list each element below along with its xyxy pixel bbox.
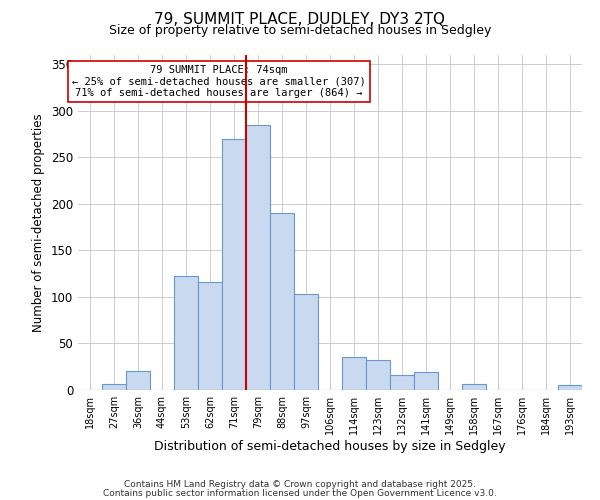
Bar (222, 138, 246, 390)
Text: Size of property relative to semi-detached houses in Sedgley: Size of property relative to semi-detach… (109, 24, 491, 37)
Bar (390, 375, 414, 390)
Bar (342, 356, 366, 390)
Bar (558, 386, 582, 390)
Bar (462, 384, 486, 390)
Text: 79, SUMMIT PLACE, DUDLEY, DY3 2TQ: 79, SUMMIT PLACE, DUDLEY, DY3 2TQ (155, 12, 445, 28)
Bar (198, 282, 222, 390)
Y-axis label: Number of semi-detached properties: Number of semi-detached properties (32, 113, 46, 332)
Bar (174, 276, 198, 390)
X-axis label: Distribution of semi-detached houses by size in Sedgley: Distribution of semi-detached houses by … (154, 440, 506, 452)
Bar (366, 360, 390, 390)
Text: Contains HM Land Registry data © Crown copyright and database right 2025.: Contains HM Land Registry data © Crown c… (124, 480, 476, 489)
Bar (102, 384, 126, 390)
Bar (294, 294, 318, 390)
Bar (126, 372, 150, 390)
Text: Contains public sector information licensed under the Open Government Licence v3: Contains public sector information licen… (103, 489, 497, 498)
Bar (246, 125, 270, 390)
Bar (270, 213, 294, 390)
Text: 79 SUMMIT PLACE: 74sqm
← 25% of semi-detached houses are smaller (307)
71% of se: 79 SUMMIT PLACE: 74sqm ← 25% of semi-det… (72, 65, 366, 98)
Bar (414, 372, 438, 390)
